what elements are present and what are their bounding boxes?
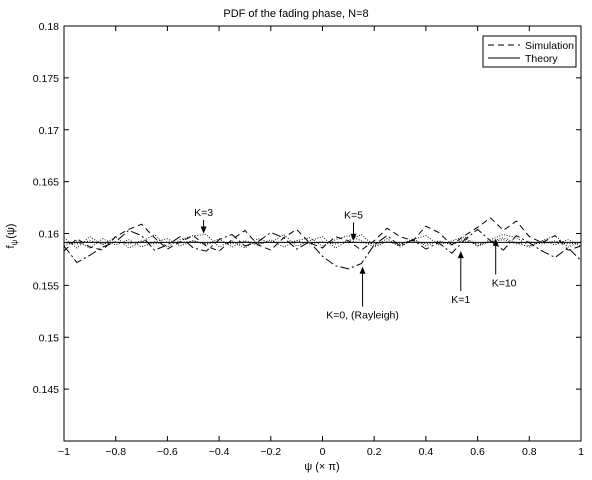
series-line-k0: [63, 228, 582, 270]
x-tick-label: −0.2: [260, 446, 281, 458]
x-tick-label: −1: [58, 446, 70, 458]
chart-title: PDF of the fading phase, N=8: [223, 8, 368, 20]
annotation-label: K=10: [492, 277, 517, 289]
x-axis-label: ψ (× π): [304, 461, 339, 473]
legend-box: [482, 35, 577, 68]
annotation-label: K=5: [344, 209, 363, 221]
y-tick-label: 0.17: [39, 125, 60, 137]
series-line-k10: [63, 239, 582, 245]
annotations: K=3 K=5 K=0, (Rayleigh) K=1 K=10: [194, 207, 517, 322]
y-axis-label-arg: (ψ): [5, 224, 17, 239]
x-tick-label: 0.4: [419, 446, 434, 458]
y-tick-label: 0.165: [33, 177, 59, 189]
y-tick-label: 0.15: [39, 332, 60, 344]
axes-frame: [63, 25, 582, 442]
y-axis-label-main: f: [5, 244, 17, 248]
x-tick-label: 0.2: [367, 446, 382, 458]
annotation-label: K=1: [451, 294, 470, 306]
y-axis-ticks: 0.145 0.15 0.155 0.16 0.165 0.17 0.175 0.18: [33, 21, 581, 396]
annotation-label: K=0, (Rayleigh): [326, 310, 399, 322]
series-line-k1: [63, 217, 582, 252]
annotation-arrow-head: [359, 266, 366, 274]
y-tick-label: 0.18: [39, 21, 60, 33]
annotation-label: K=3: [194, 207, 213, 219]
plot-area: −1 −0.8 −0.6 −0.4 −0.2 0 0.2 0.4 0.6 0.8 1 0.1450.…: [33, 21, 584, 458]
y-tick-label: 0.175: [33, 73, 59, 85]
series-line-k5: [63, 235, 582, 249]
y-axis-label: fψ(ψ): [5, 224, 19, 249]
legend-simulation-label: Simulation: [525, 40, 574, 52]
y-axis-label-sub: ψ: [10, 239, 19, 245]
y-tick-label: 0.155: [33, 280, 59, 292]
series-line-k3: [63, 233, 582, 249]
y-tick-label: 0.16: [39, 229, 60, 241]
annotation-arrow-head: [457, 251, 464, 259]
x-tick-label: −0.4: [209, 446, 230, 458]
y-tick-label: 0.145: [33, 384, 59, 396]
annotation-arrow-head: [350, 233, 357, 241]
legend-theory-label: Theory: [525, 53, 558, 65]
annotation-arrow-head: [200, 226, 207, 234]
x-tick-label: 0.8: [522, 446, 537, 458]
series-layer: [63, 217, 582, 270]
x-tick-label: 0: [320, 446, 326, 458]
annotation-arrow-head: [492, 238, 499, 246]
x-tick-label: −0.6: [157, 446, 178, 458]
x-tick-label: 0.6: [470, 446, 485, 458]
x-tick-label: −0.8: [105, 446, 126, 458]
x-tick-label: 1: [578, 446, 584, 458]
legend: Simulation Theory: [482, 35, 577, 68]
x-axis-ticks: −1 −0.8 −0.6 −0.4 −0.2 0 0.2 0.4 0.6 0.8 1: [58, 26, 584, 458]
